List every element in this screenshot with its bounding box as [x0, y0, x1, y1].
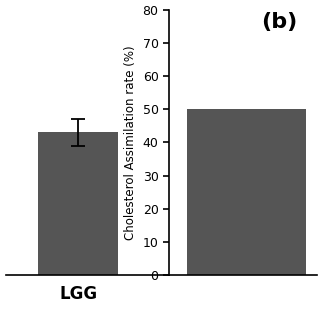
Text: (b): (b) [260, 12, 297, 32]
Bar [38, 132, 118, 275]
Bar [187, 109, 306, 275]
Y-axis label: Cholesterol Assimilation rate (%): Cholesterol Assimilation rate (%) [124, 45, 137, 240]
